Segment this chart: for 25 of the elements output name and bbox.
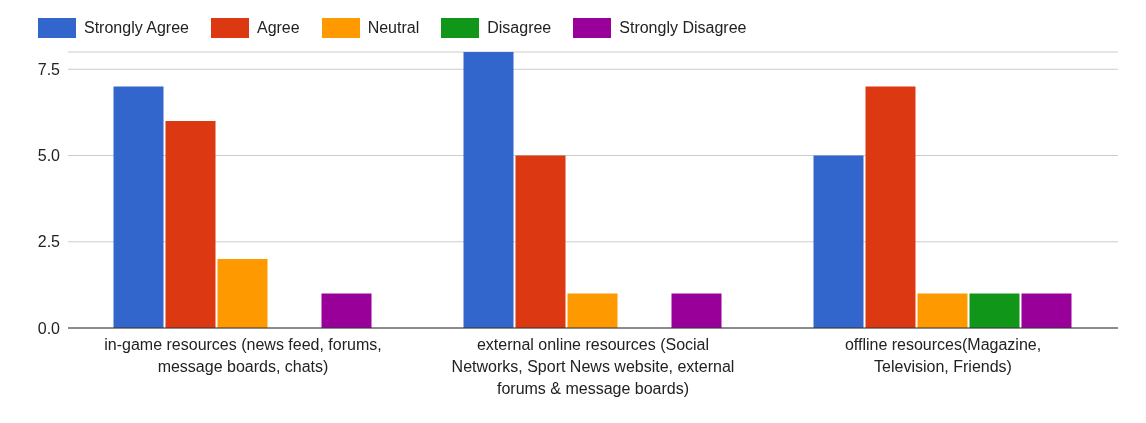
y-tick-label: 2.5: [37, 233, 61, 251]
x-tick-label: external online resources (Social Networks, Sport News website, external forums & message boards): [451, 336, 735, 397]
bar: [321, 293, 372, 328]
x-tick-label: in-game resources (news feed, forums, message boards, chats): [104, 336, 382, 375]
bar: [515, 155, 566, 328]
bar: [671, 293, 722, 328]
y-tick-label: 0.0: [37, 319, 61, 337]
bar: [165, 121, 216, 328]
bar: [217, 259, 268, 328]
y-tick-label: 7.5: [37, 60, 61, 78]
legend-label: Strongly Disagree: [619, 19, 747, 37]
y-tick-label: 5.0: [37, 147, 61, 165]
legend-label: Neutral: [367, 19, 420, 37]
legend-label: Disagree: [487, 19, 552, 37]
bar: [567, 293, 618, 328]
legend-label: Strongly Agree: [84, 19, 189, 37]
legend-label: Agree: [256, 19, 300, 37]
bar: [969, 293, 1020, 328]
bar: [1021, 293, 1072, 328]
bar: [865, 86, 916, 328]
bar: [917, 293, 968, 328]
bar: [113, 86, 164, 328]
x-tick-label: offline resources(Magazine, Television, Friends): [844, 336, 1042, 375]
bar: [463, 52, 514, 328]
bar: [813, 155, 864, 328]
